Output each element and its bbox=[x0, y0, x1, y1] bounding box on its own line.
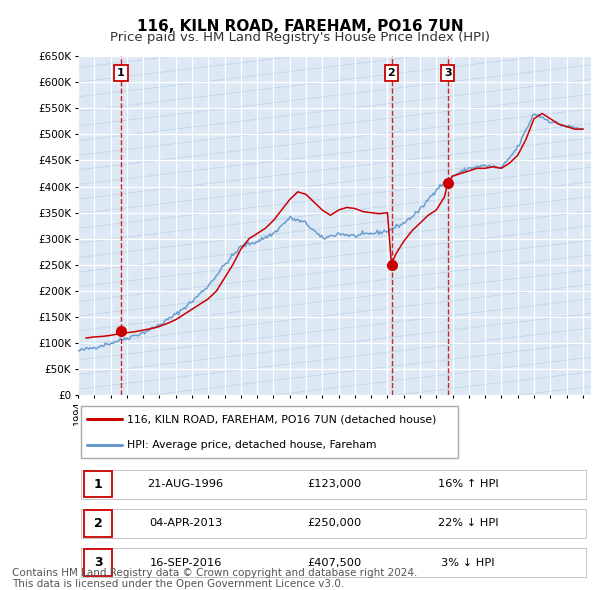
Text: £123,000: £123,000 bbox=[307, 479, 362, 489]
Text: 116, KILN ROAD, FAREHAM, PO16 7UN: 116, KILN ROAD, FAREHAM, PO16 7UN bbox=[137, 19, 463, 34]
FancyBboxPatch shape bbox=[84, 471, 112, 497]
Text: £250,000: £250,000 bbox=[307, 519, 362, 529]
FancyBboxPatch shape bbox=[84, 549, 112, 576]
Text: 2: 2 bbox=[388, 68, 395, 78]
Text: 3% ↓ HPI: 3% ↓ HPI bbox=[441, 558, 494, 568]
Text: 1: 1 bbox=[117, 68, 125, 78]
Text: Price paid vs. HM Land Registry's House Price Index (HPI): Price paid vs. HM Land Registry's House … bbox=[110, 31, 490, 44]
Text: 16-SEP-2016: 16-SEP-2016 bbox=[149, 558, 222, 568]
FancyBboxPatch shape bbox=[80, 548, 586, 577]
Text: HPI: Average price, detached house, Fareham: HPI: Average price, detached house, Fare… bbox=[127, 440, 376, 450]
Text: 3: 3 bbox=[94, 556, 103, 569]
Text: 116, KILN ROAD, FAREHAM, PO16 7UN (detached house): 116, KILN ROAD, FAREHAM, PO16 7UN (detac… bbox=[127, 414, 436, 424]
Text: 04-APR-2013: 04-APR-2013 bbox=[149, 519, 223, 529]
Text: 21-AUG-1996: 21-AUG-1996 bbox=[148, 479, 224, 489]
FancyBboxPatch shape bbox=[84, 510, 112, 536]
FancyBboxPatch shape bbox=[80, 405, 458, 458]
Text: 2: 2 bbox=[94, 517, 103, 530]
FancyBboxPatch shape bbox=[80, 470, 586, 499]
FancyBboxPatch shape bbox=[80, 509, 586, 537]
Text: 3: 3 bbox=[444, 68, 452, 78]
Text: 22% ↓ HPI: 22% ↓ HPI bbox=[437, 519, 498, 529]
Text: Contains HM Land Registry data © Crown copyright and database right 2024.
This d: Contains HM Land Registry data © Crown c… bbox=[12, 568, 418, 589]
Text: 1: 1 bbox=[94, 478, 103, 491]
Text: 16% ↑ HPI: 16% ↑ HPI bbox=[437, 479, 498, 489]
Text: £407,500: £407,500 bbox=[307, 558, 362, 568]
